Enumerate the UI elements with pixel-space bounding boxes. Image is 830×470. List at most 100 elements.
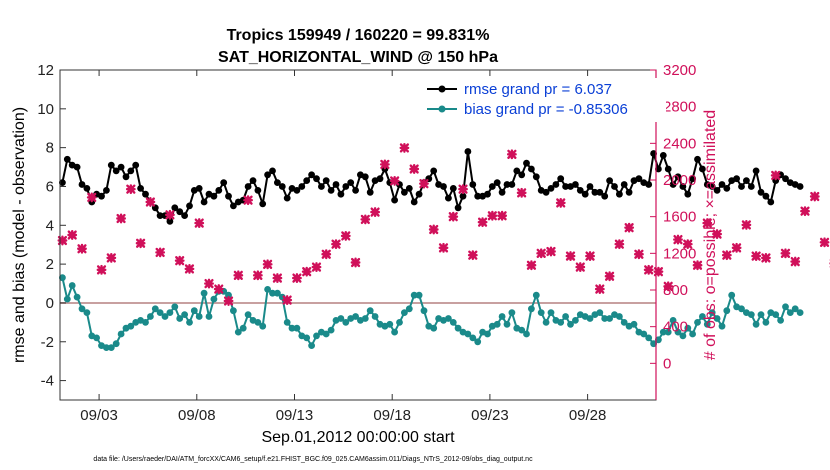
data-point [210, 192, 218, 200]
data-point [523, 159, 530, 167]
y-right-tick-label: 3200 [663, 62, 696, 79]
obs-marker [731, 242, 742, 253]
data-point [215, 187, 223, 194]
obs-marker [67, 230, 78, 240]
data-point [401, 188, 408, 196]
data-point [699, 313, 706, 320]
obs-marker [164, 209, 175, 220]
obs-marker [272, 273, 283, 284]
data-point [616, 313, 623, 320]
data-point [547, 309, 555, 316]
obs-marker [223, 296, 234, 306]
obs-marker [282, 295, 293, 306]
data-point [430, 167, 438, 175]
data-point [239, 324, 247, 332]
obs-marker [243, 195, 254, 206]
data-point [127, 322, 135, 330]
x-axis-label: Sep.01,2012 00:00:00 start [261, 429, 455, 446]
data-point [708, 183, 716, 190]
obs-marker [819, 237, 830, 248]
data-point [269, 167, 276, 175]
y-right-tick-label: 800 [663, 282, 688, 299]
data-point [127, 167, 135, 175]
data-point [723, 185, 731, 192]
data-point [718, 322, 726, 330]
data-point [464, 148, 472, 155]
data-point [254, 187, 262, 194]
data-point [767, 198, 775, 206]
data-point [318, 183, 325, 190]
obs-marker [458, 184, 468, 195]
data-point [738, 305, 745, 313]
obs-marker [155, 247, 166, 258]
data-point [586, 183, 594, 190]
data-point [176, 315, 184, 322]
data-point [772, 177, 780, 185]
data-point [337, 315, 345, 322]
x-tick-label: 09/03 [80, 407, 118, 424]
chart-title: Tropics 159949 / 160220 = 99.831% [227, 27, 490, 44]
data-point [195, 185, 203, 192]
data-point [620, 319, 628, 326]
data-point [137, 185, 145, 192]
data-point [449, 319, 457, 326]
data-point [552, 181, 560, 188]
data-point [361, 173, 369, 181]
data-point [596, 188, 604, 196]
data-point [405, 305, 413, 313]
obs-marker [389, 175, 400, 186]
data-point [415, 291, 423, 299]
data-point [347, 179, 355, 187]
data-point [469, 334, 477, 342]
data-point [796, 183, 804, 190]
data-point [474, 338, 482, 346]
data-point [63, 155, 71, 163]
data-point [269, 289, 276, 297]
x-tick-label: 09/18 [373, 407, 411, 424]
data-point [147, 313, 154, 320]
obs-marker [663, 281, 674, 292]
obs-marker [116, 213, 127, 224]
y-right-tick-label: 400 [663, 319, 688, 336]
obs-marker [204, 278, 214, 289]
obs-marker [497, 210, 508, 221]
obs-marker [213, 284, 224, 295]
data-point [352, 187, 359, 194]
data-point [112, 340, 120, 348]
data-point [616, 190, 623, 198]
data-point [620, 181, 628, 188]
data-point [401, 309, 408, 316]
data-point [171, 303, 179, 311]
obs-marker [419, 178, 429, 189]
data-point [195, 313, 203, 320]
data-point [498, 313, 506, 320]
data-point [659, 152, 667, 159]
data-point [679, 332, 687, 340]
data-point [391, 328, 398, 336]
y-left-tick-label: 2 [46, 256, 54, 273]
data-point [93, 334, 100, 342]
data-point [791, 305, 799, 313]
y-left-tick-label: 4 [46, 217, 54, 234]
data-point [332, 181, 340, 188]
data-point [200, 198, 208, 206]
data-point [445, 194, 452, 202]
data-point [528, 165, 535, 173]
data-point [161, 313, 169, 320]
y-right-tick-label: 2400 [663, 135, 696, 152]
data-point [581, 190, 589, 198]
obs-marker [702, 218, 713, 229]
data-point [611, 183, 618, 190]
data-point [650, 150, 657, 157]
data-point [142, 319, 149, 326]
data-point [606, 315, 613, 322]
legend-bias-marker [438, 105, 446, 113]
obs-marker [262, 259, 273, 270]
data-point [244, 183, 252, 190]
data-point [445, 315, 452, 322]
data-point [562, 313, 569, 320]
series-2 [57, 142, 830, 306]
obs-marker [741, 219, 752, 230]
data-point [59, 179, 66, 187]
obs-marker [331, 239, 341, 250]
